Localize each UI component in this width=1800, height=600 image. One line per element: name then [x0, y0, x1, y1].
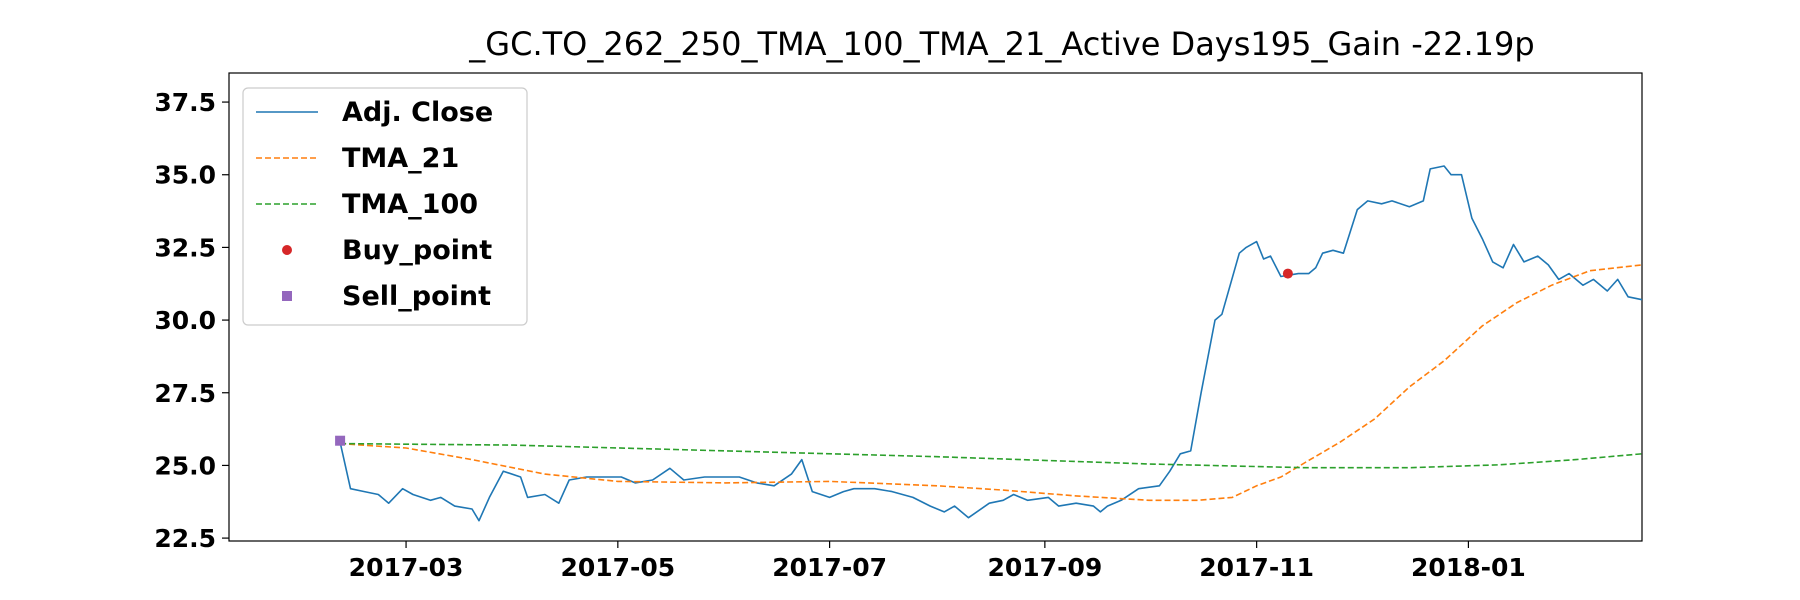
- legend-label-tma-21: TMA_21: [342, 143, 459, 174]
- legend-swatch-buy-point: [282, 245, 292, 255]
- legend-label-sell-point: Sell_point: [342, 281, 491, 312]
- legend-label-tma-100: TMA_100: [342, 189, 478, 220]
- y-tick-label: 25.0: [154, 451, 216, 480]
- x-tick-label: 2017-09: [987, 553, 1102, 582]
- y-tick-label: 22.5: [154, 524, 216, 553]
- x-tick-label: 2018-01: [1411, 553, 1526, 582]
- marker-layer: [335, 268, 1293, 446]
- x-tick-label: 2017-07: [772, 553, 887, 582]
- legend-swatch-sell-point: [282, 291, 292, 301]
- legend-box: [242, 87, 528, 326]
- legend: Adj. Close TMA_21 TMA_100 Buy_point Sell_poi…: [242, 87, 528, 326]
- y-tick-label: 30.0: [154, 306, 216, 335]
- y-tick-label: 32.5: [154, 233, 216, 262]
- y-tick-label: 27.5: [154, 379, 216, 408]
- chart-title: _GC.TO_262_250_TMA_100_TMA_21_Active Day…: [468, 25, 1534, 63]
- series-line-adj-close: [339, 165, 1643, 522]
- x-tick-label: 2017-03: [349, 553, 464, 582]
- series-line-tma-21: [340, 264, 1643, 502]
- buy-point-marker: [1282, 268, 1293, 279]
- sell-point-marker: [335, 435, 346, 446]
- series-layer: [339, 165, 1643, 522]
- x-axis: 2017-03 2017-05 2017-07 2017-09 2017-11 2018-…: [349, 541, 1526, 582]
- series-line-tma-100: [340, 442, 1643, 469]
- x-tick-label: 2017-11: [1199, 553, 1314, 582]
- legend-label-adj-close: Adj. Close: [342, 97, 493, 128]
- y-axis: 22.5 25.0 27.5 30.0 32.5 35.0 37.5: [154, 88, 229, 553]
- y-tick-label: 35.0: [154, 161, 216, 190]
- legend-label-buy-point: Buy_point: [342, 235, 492, 266]
- y-tick-label: 37.5: [154, 88, 216, 117]
- plot-area-frame: [228, 72, 1643, 542]
- x-tick-label: 2017-05: [560, 553, 675, 582]
